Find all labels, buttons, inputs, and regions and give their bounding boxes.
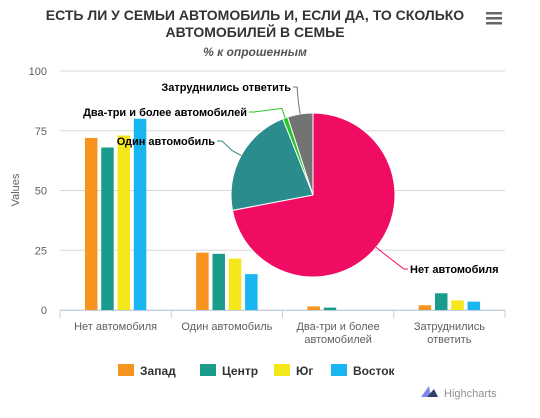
pie-label-2: Один автомобиль xyxy=(117,136,216,148)
bar-series2-cat3[interactable] xyxy=(323,307,337,310)
bar-series4-cat4[interactable] xyxy=(467,301,481,310)
credits[interactable]: Highcharts xyxy=(421,386,497,400)
chart-title-line-1: ЕСТЬ ЛИ У СЕМЬИ АВТОМОБИЛЬ И, ЕСЛИ ДА, Т… xyxy=(46,7,465,23)
bar-series1-cat3[interactable] xyxy=(307,306,320,310)
bar-series1-cat1[interactable] xyxy=(84,137,98,310)
legend-swatch-4[interactable] xyxy=(331,364,347,376)
legend-item-2[interactable]: Центр xyxy=(200,364,258,378)
legend-swatch-3[interactable] xyxy=(274,364,290,376)
bar-series2-cat2[interactable] xyxy=(212,253,225,310)
pie-connector-2 xyxy=(217,140,242,156)
bar-series1-cat2[interactable] xyxy=(196,252,209,310)
pie-label-3: Два-три и более автомобилей xyxy=(83,107,247,119)
series-3 xyxy=(117,135,464,310)
bar-series3-cat2[interactable] xyxy=(228,258,242,310)
pie-connector-4 xyxy=(293,86,301,115)
x-tick-label-2: Один автомобиль xyxy=(181,321,272,333)
pie-label-4: Затруднились ответить xyxy=(161,82,291,94)
chart-subtitle: % к опрошенным xyxy=(203,45,307,59)
legend: Запад Центр Юг Восток xyxy=(118,364,396,378)
x-tick-label-4: ответить xyxy=(427,334,472,346)
pie-slice-1[interactable] xyxy=(231,112,396,278)
chart-title-line-2: АВТОМОБИЛЕЙ В СЕМЬЕ xyxy=(165,23,344,40)
bar-series2-cat4[interactable] xyxy=(434,293,448,310)
y-tick-label: 75 xyxy=(35,126,47,138)
x-tick-label-1: Нет автомобиля xyxy=(74,321,157,333)
legend-label-2[interactable]: Центр xyxy=(222,364,258,378)
x-axis: Нет автомобиля Один автомобиль Два-три и б… xyxy=(59,310,506,346)
y-axis-title: Values xyxy=(10,173,22,206)
pie-label-1: Нет автомобиля xyxy=(410,264,499,276)
y-tick-label: 0 xyxy=(41,305,47,317)
y-tick-label: 100 xyxy=(29,66,47,78)
hamburger-menu-icon[interactable] xyxy=(486,12,502,25)
credits-text[interactable]: Highcharts xyxy=(444,388,497,400)
pie-connector-1 xyxy=(375,246,408,270)
legend-item-3[interactable]: Юг xyxy=(274,364,313,378)
bar-series4-cat1[interactable] xyxy=(133,118,147,310)
y-tick-label: 50 xyxy=(35,186,47,198)
pie-connector-3 xyxy=(249,107,286,119)
series-1 xyxy=(84,137,432,310)
x-tick-label-3: Два-три и более xyxy=(296,321,379,333)
bar-series1-cat4[interactable] xyxy=(418,305,432,310)
bar-series3-cat4[interactable] xyxy=(451,300,464,310)
legend-label-4[interactable]: Восток xyxy=(353,364,396,378)
bar-series xyxy=(84,118,481,310)
legend-item-1[interactable]: Запад xyxy=(118,364,176,378)
y-tick-label: 25 xyxy=(35,245,47,257)
series-2 xyxy=(101,147,448,310)
y-axis-ticks: 0 25 50 75 100 xyxy=(29,66,47,317)
bar-series4-cat2[interactable] xyxy=(245,274,258,310)
x-tick-label-4: Затруднились xyxy=(414,321,485,333)
bar-series2-cat1[interactable] xyxy=(101,147,114,310)
menu-button[interactable] xyxy=(479,6,509,30)
legend-label-1[interactable]: Запад xyxy=(140,364,176,378)
series-4 xyxy=(133,118,481,310)
x-tick-label-3: автомобилей xyxy=(304,334,372,346)
legend-label-3[interactable]: Юг xyxy=(296,364,313,378)
legend-swatch-2[interactable] xyxy=(200,364,216,376)
legend-swatch-1[interactable] xyxy=(118,364,134,376)
bar-series3-cat1[interactable] xyxy=(117,135,131,310)
highcharts-logo-icon xyxy=(421,386,438,397)
pie-chart: Нет автомобиля Один автомобиль Два-три и б… xyxy=(83,82,499,278)
legend-item-4[interactable]: Восток xyxy=(331,364,396,378)
